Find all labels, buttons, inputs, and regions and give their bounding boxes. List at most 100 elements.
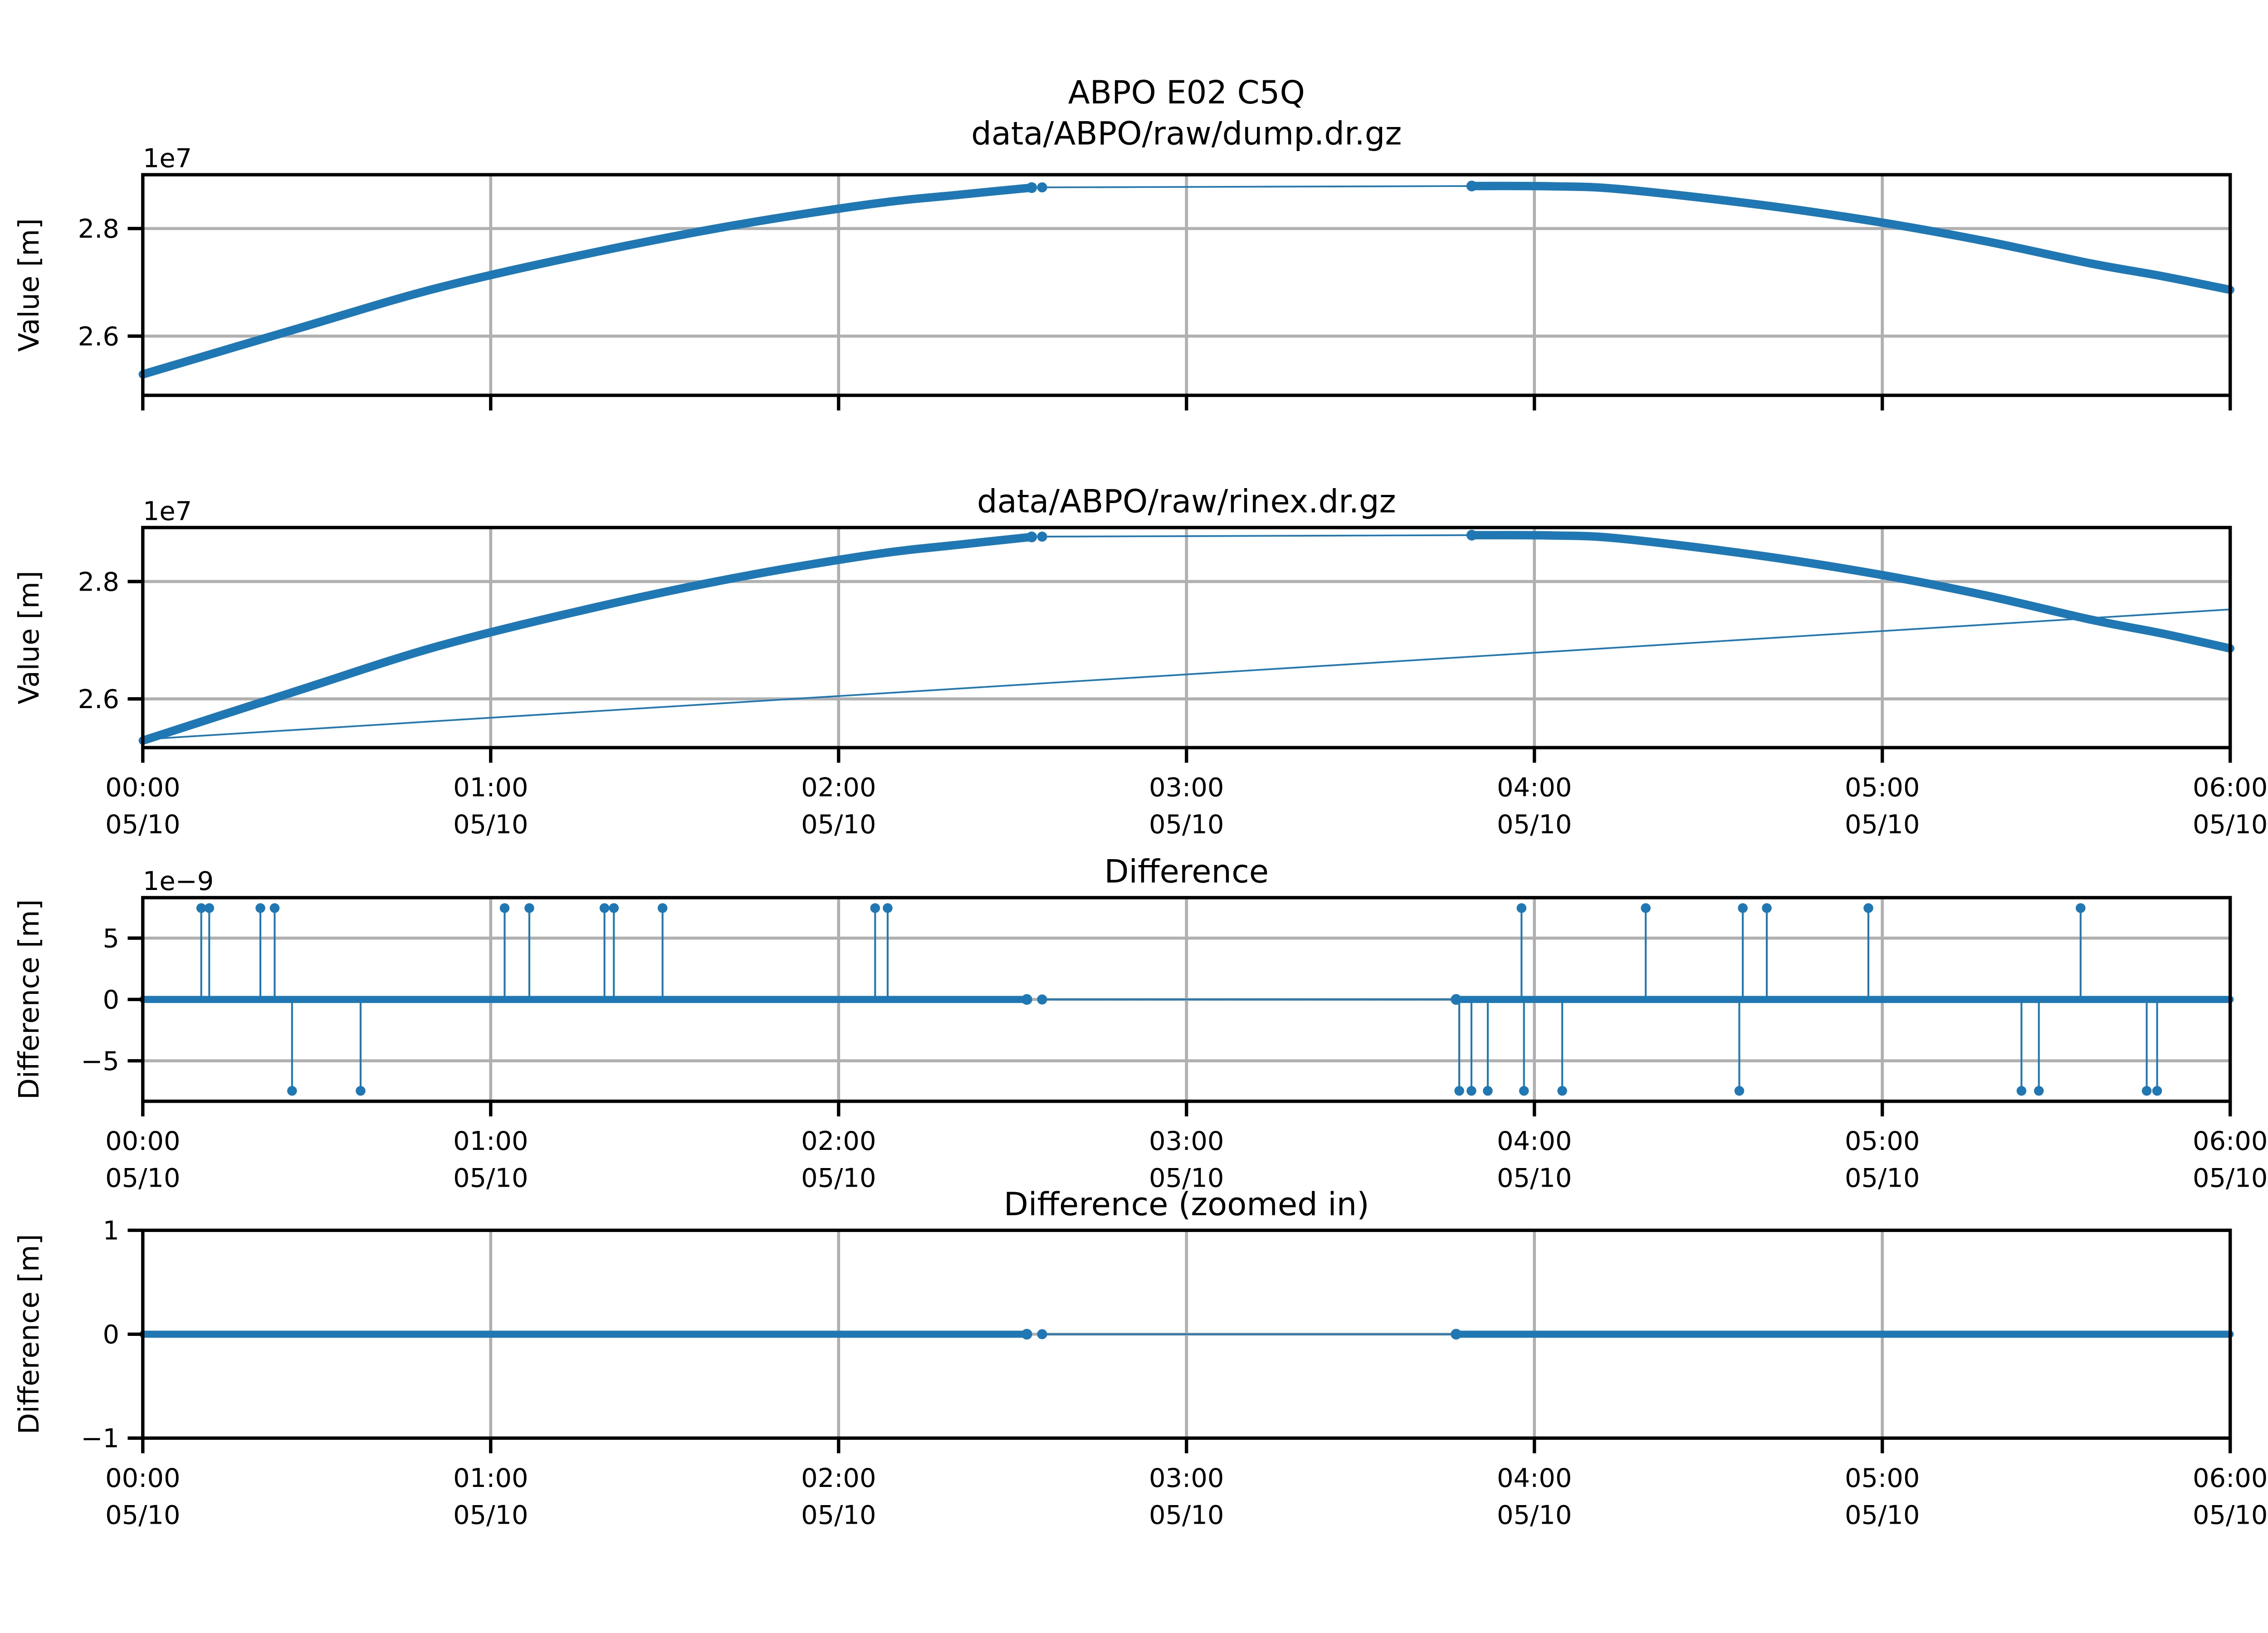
- y-tick-label: 2.6: [78, 684, 119, 714]
- spike-dot: [2034, 1086, 2044, 1096]
- spike-dot: [1734, 1086, 1745, 1096]
- spike-dot: [1516, 903, 1527, 913]
- dump-arc-post-gap: [1467, 181, 2234, 294]
- spike-dot: [524, 903, 534, 913]
- subplot-difference-zoomed: 1 0 −1 00:00 05/10 01:00 05/10 02:00 05/10 03:00 0…: [13, 1186, 2268, 1530]
- y-tick-label: 2.6: [78, 321, 119, 352]
- x-tick-date-label: 05/10: [2193, 809, 2268, 840]
- spike-dot: [883, 903, 893, 913]
- x-tick-time-label: 06:00: [2193, 772, 2268, 803]
- x-tick-time-label: 04:00: [1497, 772, 1572, 803]
- x-tick-date-label: 05/10: [1845, 1163, 1920, 1193]
- y-tick-label: −5: [81, 1046, 119, 1076]
- spike-dot: [356, 1086, 366, 1096]
- subplot-title: data/ABPO/raw/rinex.dr.gz: [977, 483, 1396, 520]
- rinex-second-arc: [142, 608, 2231, 740]
- x-tick-date-label: 05/10: [1149, 809, 1224, 840]
- negative-spikes: [287, 999, 2162, 1096]
- x-tick-date-label: 05/10: [105, 1500, 180, 1530]
- x-tick-time-label: 04:00: [1497, 1126, 1572, 1156]
- positive-spikes: [196, 903, 2086, 1000]
- dump-gap-connector: [1041, 185, 1473, 188]
- spike-dot: [1466, 1086, 1476, 1096]
- x-tick-time-label: 04:00: [1497, 1463, 1572, 1493]
- rinex-arc-post-gap: [1467, 531, 2234, 653]
- figure-suptitle: ABPO E02 C5Q: [1068, 74, 1305, 111]
- x-tick-time-label: 03:00: [1149, 1463, 1224, 1493]
- y-tick-label: 0: [103, 985, 119, 1015]
- y-axis-label: Difference [m]: [13, 1234, 45, 1434]
- spike-dot: [2152, 1086, 2162, 1096]
- spike-dot: [1483, 1086, 1493, 1096]
- x-tick-date-label: 05/10: [453, 809, 528, 840]
- x-tick-date-label: 05/10: [453, 1163, 528, 1193]
- x-tick-time-label: 02:00: [801, 772, 876, 803]
- subplot-title: Difference (zoomed in): [1004, 1186, 1369, 1223]
- spike-dot: [1454, 1086, 1464, 1096]
- x-tick-date-label: 05/10: [2193, 1163, 2268, 1193]
- x-tick-time-label: 00:00: [105, 1463, 180, 1493]
- spike-dot: [499, 903, 510, 913]
- x-tick-date-label: 05/10: [1845, 1500, 1920, 1530]
- dump-arc-pre-gap: [138, 183, 1036, 379]
- spike-dot: [2076, 903, 2086, 913]
- x-tick-date-label: 05/10: [801, 1163, 876, 1193]
- x-tick-time-label: 00:00: [105, 772, 180, 803]
- x-tick-date-label: 05/10: [453, 1500, 528, 1530]
- rinex-arc-pre-gap: [138, 533, 1036, 745]
- spike-dot: [870, 903, 880, 913]
- subplot-dump: 2.8 2.6 data/ABPO/raw/dump.dr.gz 1e7 Value […: [13, 115, 2234, 411]
- y-tick-label: 2.8: [78, 567, 119, 597]
- axis-offset-label: 1e7: [143, 496, 192, 526]
- spike-dot: [1863, 903, 1873, 913]
- segment-end-dot: [1021, 1329, 1032, 1340]
- x-tick-time-label: 03:00: [1149, 1126, 1224, 1156]
- subplot-title: data/ABPO/raw/dump.dr.gz: [971, 115, 1402, 152]
- axis-offset-label: 1e−9: [143, 866, 214, 896]
- x-tick-date-label: 05/10: [105, 809, 180, 840]
- segment-end-dot: [1021, 994, 1032, 1005]
- x-tick-time-label: 03:00: [1149, 772, 1224, 803]
- rinex-gap-connector: [1041, 534, 1473, 538]
- x-tick-time-label: 05:00: [1845, 772, 1920, 803]
- spike-dot: [269, 903, 280, 913]
- y-axis-label: Value [m]: [13, 218, 45, 352]
- y-axis-label: Difference [m]: [13, 899, 45, 1100]
- x-tick-date-label: 05/10: [1497, 809, 1572, 840]
- x-tick-time-label: 06:00: [2193, 1463, 2268, 1493]
- y-tick-label: −1: [81, 1423, 119, 1454]
- subplot-rinex: 2.8 2.6 00:00 05/10 01:00 05/10 02:00 05/10 03:0…: [13, 483, 2268, 840]
- spike-dot: [287, 1086, 297, 1096]
- x-tick-date-label: 05/10: [2193, 1500, 2268, 1530]
- y-tick-label: 1: [103, 1216, 119, 1246]
- axis-offset-label: 1e7: [143, 143, 192, 174]
- x-tick-date-label: 05/10: [1149, 1500, 1224, 1530]
- spike-dot: [609, 903, 619, 913]
- spike-dot: [1557, 1086, 1567, 1096]
- x-tick-time-label: 05:00: [1845, 1126, 1920, 1156]
- y-axis-label: Value [m]: [13, 571, 45, 704]
- x-tick-time-label: 02:00: [801, 1126, 876, 1156]
- spike-dot: [255, 903, 265, 913]
- x-tick-time-label: 01:00: [453, 772, 528, 803]
- x-tick-time-label: 06:00: [2193, 1126, 2268, 1156]
- y-tick-label: 0: [103, 1320, 119, 1350]
- spike-dot: [1762, 903, 1772, 913]
- segment-end-dot: [1026, 182, 1037, 193]
- subplot-difference: 5 0 −5 00:00 05/10 01:00 05/10 02:00 05/10 03:00 0…: [13, 853, 2268, 1193]
- spike-dot: [196, 903, 206, 913]
- y-tick-label: 2.8: [78, 214, 119, 244]
- x-tick-time-label: 01:00: [453, 1126, 528, 1156]
- spike-dot: [1738, 903, 1748, 913]
- spike-dot: [657, 903, 668, 913]
- y-tick-label: 5: [103, 923, 119, 953]
- x-tick-date-label: 05/10: [1845, 809, 1920, 840]
- x-tick-date-label: 05/10: [1149, 1163, 1224, 1193]
- segment-end-dot: [1026, 531, 1037, 543]
- spike-dot: [1519, 1086, 1529, 1096]
- x-tick-date-label: 05/10: [1497, 1500, 1572, 1530]
- x-tick-date-label: 05/10: [801, 1500, 876, 1530]
- x-tick-time-label: 02:00: [801, 1463, 876, 1493]
